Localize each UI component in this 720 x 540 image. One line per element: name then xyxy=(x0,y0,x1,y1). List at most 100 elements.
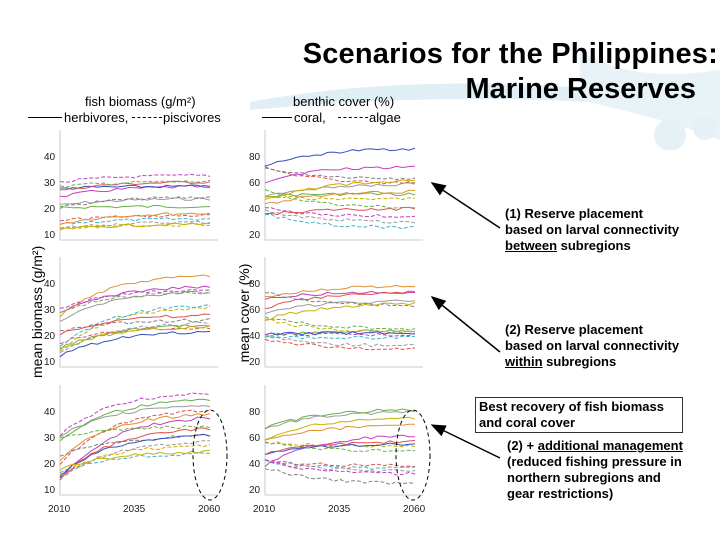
series-line-4 xyxy=(264,441,416,448)
series-line-11 xyxy=(264,290,416,310)
series-line-11 xyxy=(264,439,416,455)
series-line-1 xyxy=(59,197,211,205)
benthic-panel-row-3 xyxy=(264,385,423,496)
series-line-7 xyxy=(59,274,211,318)
x-tick: 2035 xyxy=(328,504,351,515)
series-line-8 xyxy=(264,468,416,485)
fish-ytick: 40 xyxy=(44,279,56,290)
benthic-ytick: 40 xyxy=(249,459,261,470)
series-line-9 xyxy=(264,147,416,167)
panel-axis xyxy=(264,257,423,368)
series-line-12 xyxy=(59,425,211,439)
fish-ytick: 20 xyxy=(44,204,56,215)
x-tick: 2010 xyxy=(48,504,71,515)
series-line-13 xyxy=(264,302,416,321)
series-line-9 xyxy=(264,331,416,336)
benthic-ytick: 60 xyxy=(249,433,261,444)
arrow-2 xyxy=(430,296,501,353)
series-line-10 xyxy=(59,440,211,479)
series-line-8 xyxy=(264,167,416,181)
series-line-10 xyxy=(264,209,416,224)
series-line-6 xyxy=(59,451,211,474)
benthic-ytick: 20 xyxy=(249,485,261,496)
series-line-11 xyxy=(59,427,211,479)
fish-ytick: 20 xyxy=(44,331,56,342)
series-line-13 xyxy=(264,416,416,441)
fish-ytick: 10 xyxy=(44,357,56,368)
series-line-9 xyxy=(264,442,416,456)
series-line-5 xyxy=(59,416,211,481)
series-line-1 xyxy=(264,410,416,430)
title-line-2: Marine Reserves xyxy=(465,73,696,105)
x-tick: 2060 xyxy=(403,504,426,515)
series-line-11 xyxy=(59,313,211,336)
best-recovery-box: Best recovery of fish biomass and coral … xyxy=(475,397,683,433)
series-line-6 xyxy=(265,335,416,340)
fish-legend-dashed-swatch xyxy=(132,117,162,118)
series-line-13 xyxy=(59,325,211,349)
series-line-4 xyxy=(59,444,211,475)
series-line-2 xyxy=(264,338,416,351)
fish-panel-row-1 xyxy=(59,130,218,241)
series-line-8 xyxy=(59,196,211,209)
benthic-legend-solid-label: coral, xyxy=(294,110,326,125)
fish-ytick: 30 xyxy=(44,178,56,189)
benthic-ytick: 40 xyxy=(249,204,261,215)
series-line-14 xyxy=(264,458,416,476)
decorative-swoosh xyxy=(250,50,720,150)
fish-legend-solid-swatch xyxy=(28,117,62,118)
series-line-13 xyxy=(59,449,211,471)
panel-axis xyxy=(264,385,423,496)
note-scenario-2: (2) Reserve placement based on larval co… xyxy=(505,322,680,369)
series-line-1 xyxy=(264,299,416,315)
series-line-3 xyxy=(59,398,211,442)
series-line-14 xyxy=(59,288,211,309)
arrow-1 xyxy=(430,182,501,229)
series-line-6 xyxy=(59,304,211,347)
series-line-5 xyxy=(264,165,416,184)
x-tick: 2060 xyxy=(198,504,221,515)
series-line-12 xyxy=(264,441,416,453)
benthic-ytick: 80 xyxy=(249,152,261,163)
series-line-3 xyxy=(264,408,416,430)
series-line-14 xyxy=(265,207,416,218)
series-line-2 xyxy=(59,409,211,465)
series-line-7 xyxy=(264,284,416,298)
series-line-10 xyxy=(264,333,416,348)
panel-axis xyxy=(59,385,218,496)
benthic-legend-solid-swatch xyxy=(262,117,292,118)
panel-axis xyxy=(59,257,218,368)
highlight-ellipse-fish xyxy=(192,409,228,501)
series-line-4 xyxy=(59,305,211,352)
series-line-2 xyxy=(264,166,416,185)
series-line-14 xyxy=(264,332,416,337)
fish-ytick: 10 xyxy=(44,485,56,496)
series-line-13 xyxy=(264,179,416,200)
fish-ytick: 30 xyxy=(44,433,56,444)
series-line-7 xyxy=(59,413,211,462)
benthic-legend-dashed-swatch xyxy=(338,117,368,118)
fish-ytick: 40 xyxy=(44,152,56,163)
series-line-13 xyxy=(59,222,211,231)
series-line-12 xyxy=(59,290,211,314)
series-line-5 xyxy=(264,434,416,468)
fish-panel-row-2 xyxy=(59,257,218,368)
series-line-6 xyxy=(59,217,211,225)
series-line-12 xyxy=(264,189,416,209)
series-line-4 xyxy=(264,195,416,201)
benthic-ytick: 60 xyxy=(249,178,261,189)
benthic-ytick: 20 xyxy=(249,230,261,241)
fish-panel-row-3 xyxy=(59,385,218,496)
title-line-1: Scenarios for the Philippines: xyxy=(302,38,718,70)
benthic-ytick: 60 xyxy=(249,305,261,316)
series-line-7 xyxy=(264,423,415,441)
series-line-1 xyxy=(264,182,416,197)
series-line-9 xyxy=(59,433,211,477)
series-line-1 xyxy=(59,290,211,322)
fish-legend-solid-label: herbivores, xyxy=(64,110,129,125)
note-scenario-1: (1) Reserve placement based on larval co… xyxy=(505,206,680,253)
series-line-8 xyxy=(264,292,416,308)
series-line-11 xyxy=(264,206,416,216)
fish-legend-dashed-label: piscivores xyxy=(163,110,221,125)
series-line-6 xyxy=(264,459,416,470)
